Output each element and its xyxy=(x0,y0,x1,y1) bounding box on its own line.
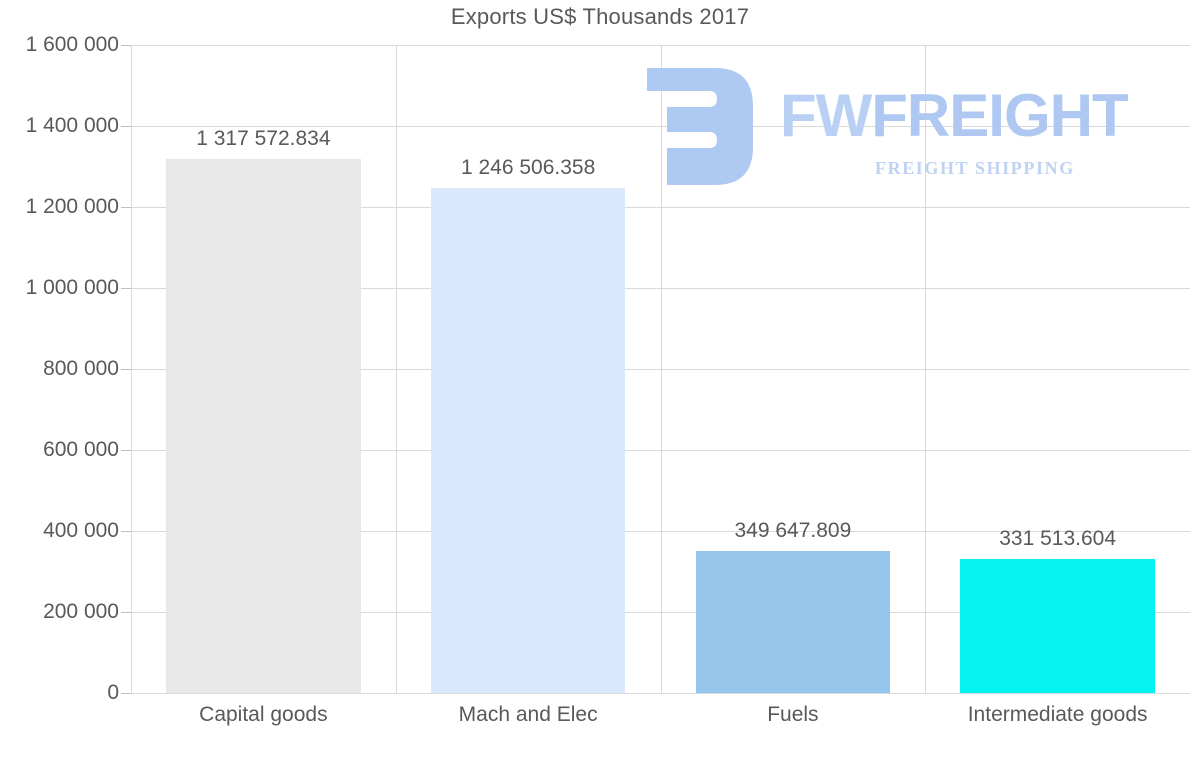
bar-value-label: 331 513.604 xyxy=(999,526,1117,550)
gridline-horizontal xyxy=(131,693,1190,694)
bar-value-label: 1 246 506.358 xyxy=(460,156,596,180)
x-axis-category-label: Mach and Elec xyxy=(458,703,598,726)
y-axis-tick-label: 200 000 xyxy=(43,600,119,623)
y-axis-tick-label: 1 200 000 xyxy=(25,195,119,218)
y-axis-tick-mark xyxy=(121,612,131,613)
y-axis-tick-mark xyxy=(121,531,131,532)
chart-title: Exports US$ Thousands 2017 xyxy=(450,4,750,29)
y-axis-tick-mark xyxy=(121,369,131,370)
gridline-vertical xyxy=(395,45,397,693)
gridline-vertical xyxy=(660,45,662,693)
bar[interactable] xyxy=(430,188,626,693)
y-axis-tick-mark xyxy=(121,207,131,208)
y-axis-tick-label: 0 xyxy=(107,681,119,704)
x-axis-category-label: Capital goods xyxy=(199,703,328,726)
bar[interactable] xyxy=(695,551,891,693)
bar-value-label: 349 647.809 xyxy=(734,519,852,543)
plot-area xyxy=(131,45,1190,694)
x-axis-category-label: Fuels xyxy=(767,703,819,726)
y-axis-tick-mark xyxy=(121,450,131,451)
y-axis-tick-mark xyxy=(121,693,131,694)
bar[interactable] xyxy=(960,558,1155,693)
y-axis-tick-mark xyxy=(121,126,131,127)
y-axis-tick-mark xyxy=(121,288,131,289)
bar-value-label: 1 317 572.834 xyxy=(196,127,331,151)
y-axis-tick-label: 400 000 xyxy=(43,519,119,542)
x-axis-category-label: Intermediate goods xyxy=(967,703,1148,726)
y-axis-tick-label: 600 000 xyxy=(43,438,119,461)
y-axis-tick-mark xyxy=(121,45,131,46)
y-axis-tick-label: 1 600 000 xyxy=(25,33,119,56)
y-axis-tick-label: 800 000 xyxy=(43,357,119,380)
gridline-vertical xyxy=(925,45,927,693)
y-axis-tick-label: 1 400 000 xyxy=(25,114,119,137)
bar[interactable] xyxy=(166,159,361,693)
y-axis-tick-label: 1 000 000 xyxy=(25,276,119,299)
